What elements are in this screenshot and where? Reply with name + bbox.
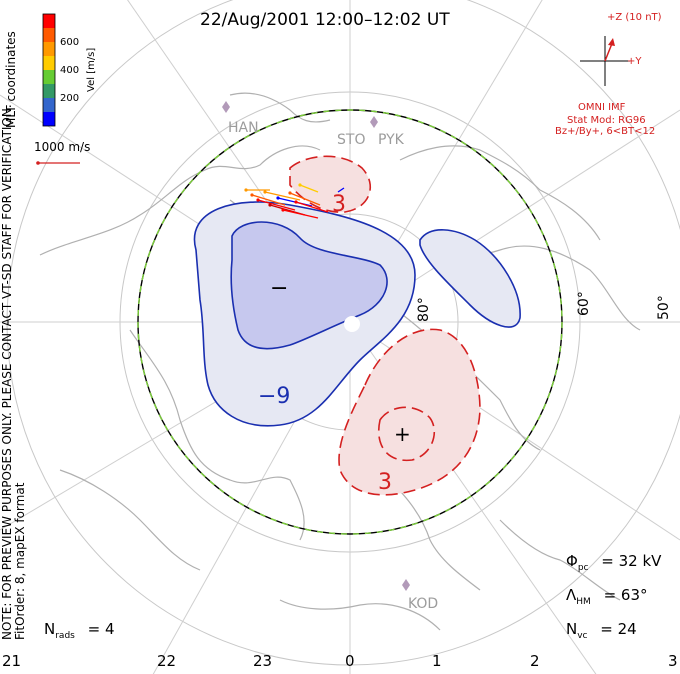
colorbar-label: Vel [m/s] (86, 47, 97, 92)
pole-marker (344, 316, 360, 332)
mlt-tick-3: 3 (668, 652, 678, 670)
imf-z-label: +Z (10 nT) (607, 12, 662, 23)
cross-polar-potential: Φpc = 32 kV (566, 552, 662, 573)
positive-potential-cell (289, 155, 481, 496)
preview-note: NOTE: FOR PREVIEW PURPOSES ONLY. PLEASE … (0, 104, 27, 640)
imf-y-label: +Y (627, 56, 642, 67)
mlt-tick-21: 21 (2, 652, 22, 670)
imf-model: Stat Mod: RG96 (567, 115, 646, 126)
vector-count: Nvc = 24 (566, 620, 637, 641)
potential-minimum-marker: − (270, 276, 289, 301)
imf-source: OMNI IMF (578, 102, 626, 113)
mlt-tick-2: 2 (530, 652, 540, 670)
site-sto: STO (337, 132, 366, 148)
colorbar-tick-200: 200 (60, 93, 80, 104)
potential-maximum-marker: + (394, 422, 411, 446)
negative-potential-cell (193, 201, 521, 427)
site-pyk: PYK (378, 132, 404, 148)
latitude-label-80: 80° (416, 297, 432, 322)
velocity-vectors (244, 183, 345, 219)
hm-boundary-green (137, 109, 563, 535)
colorbar-tick-400: 400 (60, 65, 80, 76)
radar-count: Nrads = 4 (44, 620, 115, 641)
hm-latitude: ΛHM = 63° (566, 586, 648, 607)
latitude-label-60: 60° (576, 291, 592, 316)
site-kod: KOD (408, 596, 439, 612)
colorbar (42, 13, 56, 127)
site-han: HAN (228, 120, 259, 136)
site-markers (222, 101, 410, 591)
latitude-label-50: 50° (656, 295, 672, 320)
colorbar-tick-600: 600 (60, 37, 80, 48)
contour-label-positive-bottom: 3 (378, 470, 392, 495)
contour-label-negative: −9 (258, 384, 291, 409)
imf-condition: Bz+/By+, 6<BT<12 (555, 126, 656, 137)
mlt-tick-22: 22 (157, 652, 177, 670)
map-title: 22/Aug/2001 12:00–12:02 UT (200, 10, 450, 30)
vector-scale-label: 1000 m/s (34, 140, 91, 154)
mlt-tick-23: 23 (253, 652, 273, 670)
mlt-tick-0: 0 (345, 652, 355, 670)
imf-clock-dial (580, 36, 630, 86)
mlt-tick-1: 1 (432, 652, 442, 670)
fit-order-line: FitOrder: 8, mapEX format (13, 482, 27, 640)
contour-label-positive-top: 3 (332, 192, 346, 217)
